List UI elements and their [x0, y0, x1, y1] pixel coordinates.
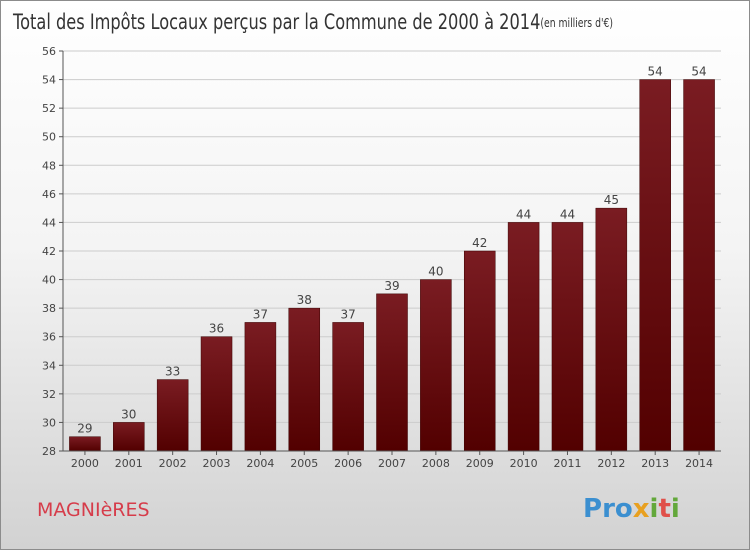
bar-value-label: 45 [604, 193, 619, 207]
y-tick-label: 34 [42, 359, 56, 372]
x-tick-label: 2005 [290, 457, 318, 470]
y-tick-label: 52 [42, 102, 56, 115]
y-tick-label: 50 [42, 131, 56, 144]
bar-value-label: 39 [384, 279, 399, 293]
bar [639, 79, 671, 452]
y-tick-label: 44 [42, 216, 56, 229]
y-tick-label: 54 [42, 74, 56, 87]
brand-letter: P [583, 494, 602, 524]
bar-value-label: 37 [253, 307, 268, 321]
chart-title: Total des Impôts Locaux perçus par la Co… [12, 10, 613, 34]
bar-value-label: 44 [560, 207, 575, 221]
bar [507, 222, 540, 452]
bar-value-label: 54 [691, 65, 706, 79]
bar-value-label: 29 [77, 422, 92, 436]
x-tick-label: 2001 [115, 457, 143, 470]
brand-letter: i [650, 494, 659, 524]
y-tick-label: 30 [42, 416, 56, 429]
commune-name: MAGNIèRES [37, 499, 150, 521]
x-tick-label: 2014 [685, 457, 713, 470]
bar [595, 207, 628, 452]
bar-value-label: 36 [209, 322, 224, 336]
x-tick-label: 2009 [466, 457, 494, 470]
bar [332, 322, 364, 452]
bars: 29 30 33 36 37 38 37 39 40 42 44 44 45 54 54 [69, 65, 715, 452]
x-tick-label: 2004 [246, 457, 274, 470]
bar [200, 336, 233, 452]
brand-letter: t [658, 494, 670, 524]
y-tick-label: 28 [42, 445, 56, 458]
y-tick-label: 38 [42, 302, 56, 315]
brand-logo: Proxiti [583, 494, 680, 524]
bar [69, 436, 101, 452]
x-tick-label: 2008 [422, 457, 450, 470]
bar-value-label: 33 [165, 365, 180, 379]
y-tick-label: 56 [42, 45, 56, 58]
x-tick-label: 2013 [641, 457, 669, 470]
bar-value-label: 40 [428, 265, 443, 279]
chart-subtitle: (en milliers d'€) [540, 16, 613, 30]
bar-value-label: 42 [472, 236, 487, 250]
bar [420, 279, 452, 452]
bar [113, 422, 145, 452]
bar-value-label: 38 [297, 293, 312, 307]
bar-value-label: 54 [648, 65, 663, 79]
bar [244, 322, 277, 452]
brand-letter: r [602, 494, 615, 524]
brand-letter: o [615, 494, 633, 524]
y-tick-label: 36 [42, 331, 56, 344]
x-axis: 2000 2001 2002 2003 2004 2005 2006 2007 2008 2009… [63, 450, 721, 470]
y-tick-label: 48 [42, 159, 56, 172]
y-tick-label: 46 [42, 188, 56, 201]
bar [376, 293, 408, 452]
bar [463, 250, 496, 452]
bar [683, 79, 715, 452]
x-tick-label: 2002 [159, 457, 187, 470]
x-tick-label: 2012 [597, 457, 625, 470]
x-tick-label: 2006 [334, 457, 362, 470]
x-tick-label: 2003 [203, 457, 231, 470]
brand-letter: i [671, 494, 680, 524]
y-tick-label: 42 [42, 245, 56, 258]
bar [156, 379, 189, 452]
bar-value-label: 44 [516, 207, 531, 221]
bar-value-label: 30 [121, 407, 136, 421]
x-tick-label: 2000 [71, 457, 99, 470]
y-tick-label: 32 [42, 388, 56, 401]
bar-value-label: 37 [340, 307, 355, 321]
y-axis: 28 30 32 34 36 38 40 42 44 46 48 50 52 54 56 [42, 45, 64, 458]
y-tick-label: 40 [42, 274, 56, 287]
bar [551, 222, 584, 452]
brand-letter: x [633, 494, 650, 524]
bar [288, 307, 321, 452]
x-tick-label: 2011 [553, 457, 581, 470]
x-tick-label: 2007 [378, 457, 406, 470]
x-tick-label: 2010 [510, 457, 538, 470]
